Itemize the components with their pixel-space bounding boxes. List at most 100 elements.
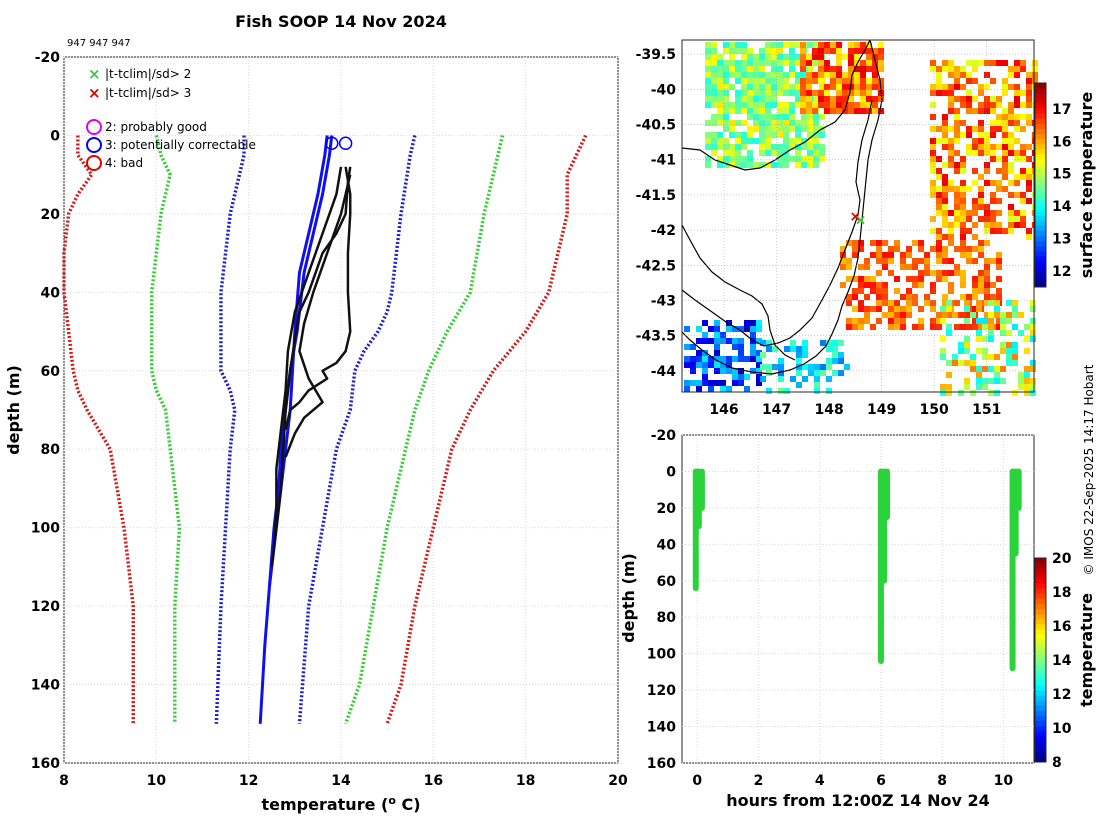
time-xtick-label: 4 <box>815 773 825 789</box>
sst-cell <box>783 90 789 96</box>
sst-cell <box>705 66 711 72</box>
profile-ytick-label: 60 <box>41 364 61 380</box>
sst-cell <box>747 156 753 162</box>
sst-cell <box>756 338 762 344</box>
profile-ytick-label: 140 <box>31 678 60 694</box>
sst-cell <box>684 386 690 392</box>
sst-cell <box>1020 102 1026 108</box>
sst-cell <box>1012 390 1018 396</box>
sst-cell <box>942 258 948 264</box>
sst-cell <box>756 368 762 374</box>
sst-cell <box>978 276 984 282</box>
sst-cell <box>954 270 960 276</box>
map-colorbar-band <box>1035 230 1046 237</box>
sst-cell <box>984 294 990 300</box>
sst-cell <box>711 132 717 138</box>
sst-cell <box>741 132 747 138</box>
sst-cell <box>942 174 948 180</box>
sst-cell <box>906 312 912 318</box>
sst-cell <box>738 356 744 362</box>
sst-cell <box>741 102 747 108</box>
sst-cell <box>960 234 966 240</box>
sst-cell <box>930 246 936 252</box>
sst-cell <box>806 60 812 66</box>
sst-cell <box>988 354 994 360</box>
sst-cell <box>972 246 978 252</box>
profile-line-2 <box>270 166 352 568</box>
sst-cell <box>844 364 850 370</box>
sst-cell <box>996 60 1002 66</box>
sst-cell <box>942 222 948 228</box>
sst-cell <box>954 162 960 168</box>
sst-cell <box>1014 114 1020 120</box>
sst-cell <box>818 96 824 102</box>
sst-cell <box>753 102 759 108</box>
sst-cell <box>988 312 994 318</box>
map-colorbar-band <box>1035 185 1046 191</box>
sst-cell <box>918 258 924 264</box>
sst-cell <box>1012 312 1018 318</box>
sst-cell <box>846 294 852 300</box>
sst-cell <box>984 84 990 90</box>
profile-ytick-label: -20 <box>35 50 61 66</box>
profile-ids: 947 947 947 <box>67 38 131 49</box>
sst-cell <box>996 180 1002 186</box>
sst-cell <box>783 60 789 66</box>
sst-cell <box>807 150 813 156</box>
sst-cell <box>882 312 888 318</box>
sst-cell <box>954 192 960 198</box>
sst-cell <box>976 300 982 306</box>
sst-cell <box>924 270 930 276</box>
sst-cell <box>813 114 819 120</box>
sst-cell <box>729 84 735 90</box>
sst-cell <box>753 126 759 132</box>
sst-cell <box>858 300 864 306</box>
sst-cell <box>836 48 842 54</box>
sst-cell <box>771 144 777 150</box>
sst-cell <box>996 210 1002 216</box>
sst-cell <box>872 102 878 108</box>
sst-cell <box>765 48 771 54</box>
map-colorbar-band <box>1035 118 1046 125</box>
sst-cell <box>717 108 723 114</box>
sst-cell <box>972 258 978 264</box>
sst-cell <box>984 204 990 210</box>
sst-cell <box>1014 180 1020 186</box>
sst-cell <box>832 352 838 358</box>
sst-cell <box>840 258 846 264</box>
sst-cell <box>747 132 753 138</box>
sst-cell <box>696 362 702 368</box>
sst-cell <box>994 300 1000 306</box>
sst-cell <box>836 102 842 108</box>
sst-cell <box>966 324 972 330</box>
sst-cell <box>813 138 819 144</box>
time-colorbar-band <box>1035 614 1046 620</box>
sst-cell <box>1006 342 1012 348</box>
sst-cell <box>894 288 900 294</box>
sst-cell <box>771 90 777 96</box>
sst-cell <box>766 346 772 352</box>
sst-cell <box>723 126 729 132</box>
sst-cell <box>819 132 825 138</box>
sst-cell <box>912 276 918 282</box>
sst-cell <box>872 60 878 66</box>
sst-cell <box>1002 84 1008 90</box>
sst-cell <box>789 120 795 126</box>
sst-cell <box>972 66 978 72</box>
sst-cell <box>735 72 741 78</box>
sst-cell <box>1020 156 1026 162</box>
coastline-path-1 <box>681 99 873 347</box>
sst-cell <box>717 90 723 96</box>
map-colorbar-band <box>1035 200 1046 206</box>
time-colorbar-band <box>1035 654 1046 661</box>
sst-cell <box>789 138 795 144</box>
sst-cell <box>729 66 735 72</box>
sst-cell <box>954 132 960 138</box>
sst-cell <box>726 368 732 374</box>
time-ticks: 0 2 4 6 8 10 -20 0 20 40 60 80 100 120 140 160 <box>647 428 1014 789</box>
time-xtick-label: 2 <box>754 773 764 789</box>
sst-cell <box>906 294 912 300</box>
sst-cell <box>744 386 750 392</box>
map-colorbar-band <box>1035 261 1046 268</box>
sst-cell <box>878 42 884 48</box>
